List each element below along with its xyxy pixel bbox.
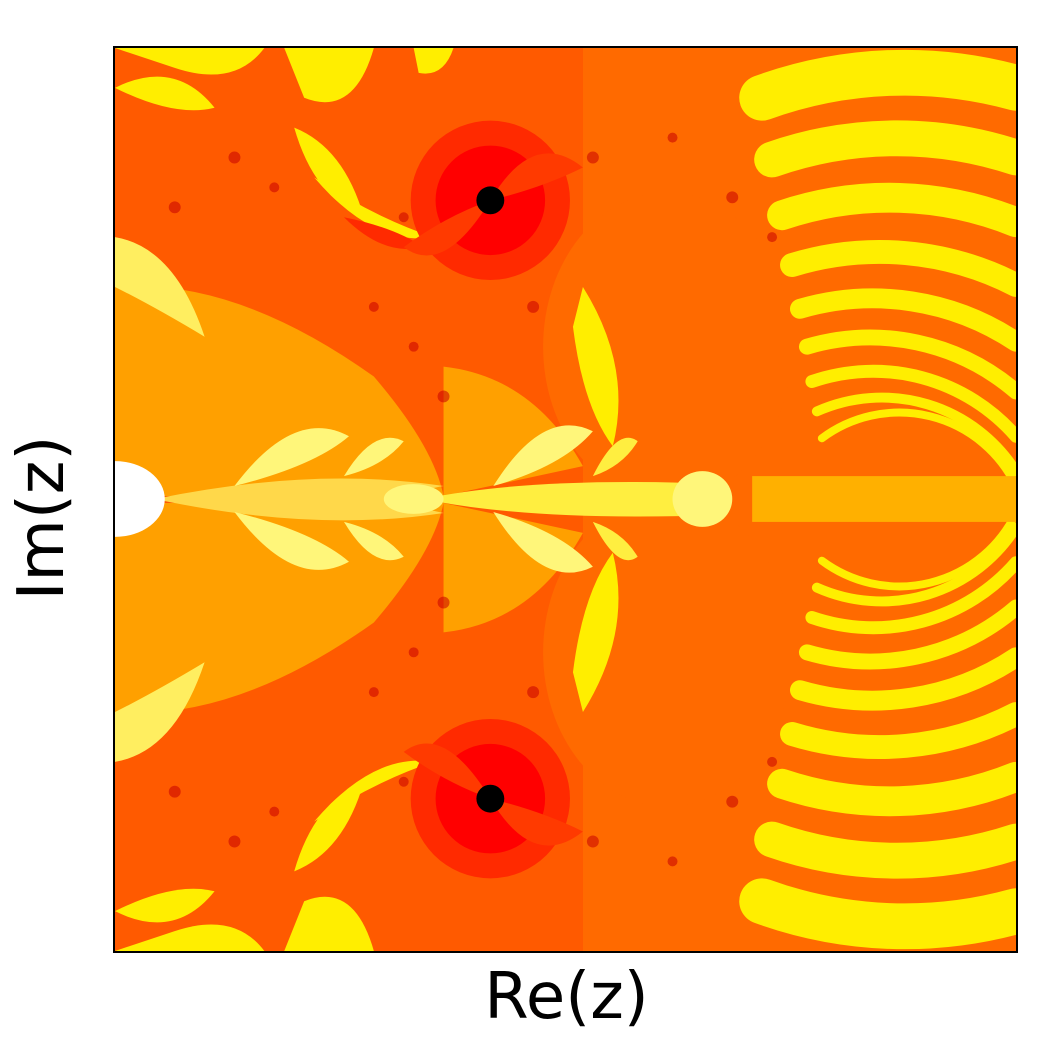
white-region — [115, 461, 165, 537]
bottom-left-petals — [115, 662, 434, 951]
x-axis-label: Re(z) — [484, 960, 649, 1034]
y-axis-label: Im(z) — [5, 435, 79, 601]
central-petals — [154, 425, 733, 573]
right-bands-top — [739, 49, 1016, 491]
fractal-edge-detail — [168, 132, 778, 867]
fractal-image — [115, 48, 1016, 951]
plot-area — [113, 46, 1018, 953]
top-left-petals — [115, 48, 454, 337]
marker-point-top — [476, 186, 505, 215]
right-bands-bottom — [739, 508, 1016, 950]
marker-point-bottom — [476, 784, 505, 813]
